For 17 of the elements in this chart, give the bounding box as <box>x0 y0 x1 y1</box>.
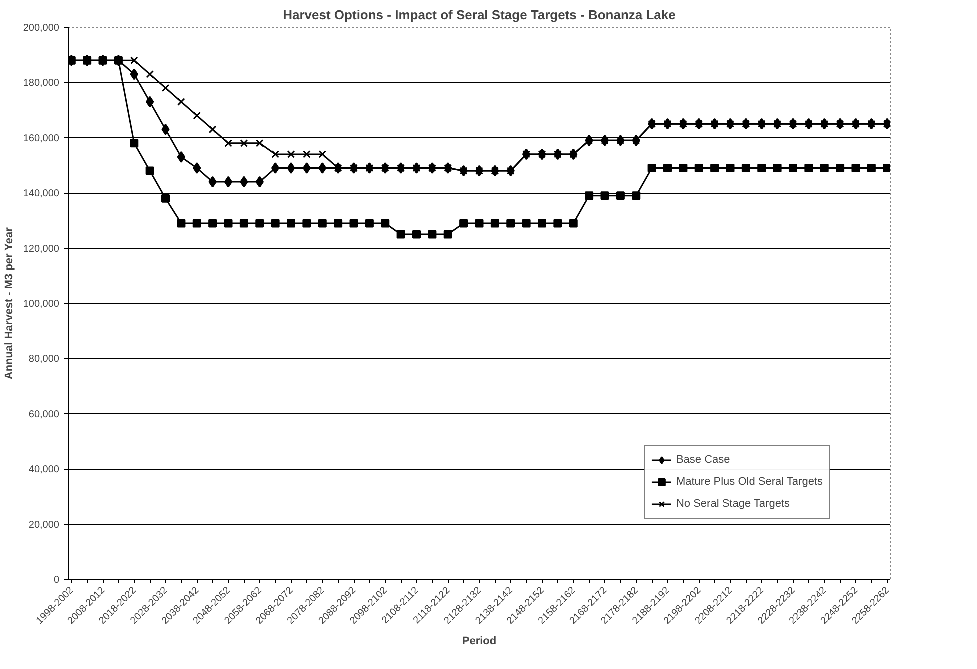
x-axis-title: Period <box>462 635 497 648</box>
y-tick-label: 80,000 <box>28 354 60 366</box>
y-tick-label: 40,000 <box>28 464 60 476</box>
y-tick-label: 0 <box>54 575 60 586</box>
y-tick-label: 120,000 <box>23 244 60 255</box>
y-tick-label: 100,000 <box>23 299 60 310</box>
y-tick-label: 180,000 <box>23 78 60 90</box>
y-tick-label: 160,000 <box>23 133 60 144</box>
y-axis-title: Annual Harvest - M3 per Year <box>3 226 16 380</box>
y-tick-label: 60,000 <box>28 409 60 420</box>
chart-title: Harvest Options - Impact of Seral Stage Targets - Bonanza Lake <box>283 8 676 22</box>
legend-label: Base Case <box>676 453 730 468</box>
y-tick-label: 200,000 <box>23 23 60 34</box>
y-tick-label: 20,000 <box>28 520 60 531</box>
legend-label: No Seral Stage Targets <box>676 497 790 512</box>
legend-label: Mature Plus Old Seral Targets <box>676 475 823 490</box>
y-tick-label: 140,000 <box>23 188 60 200</box>
